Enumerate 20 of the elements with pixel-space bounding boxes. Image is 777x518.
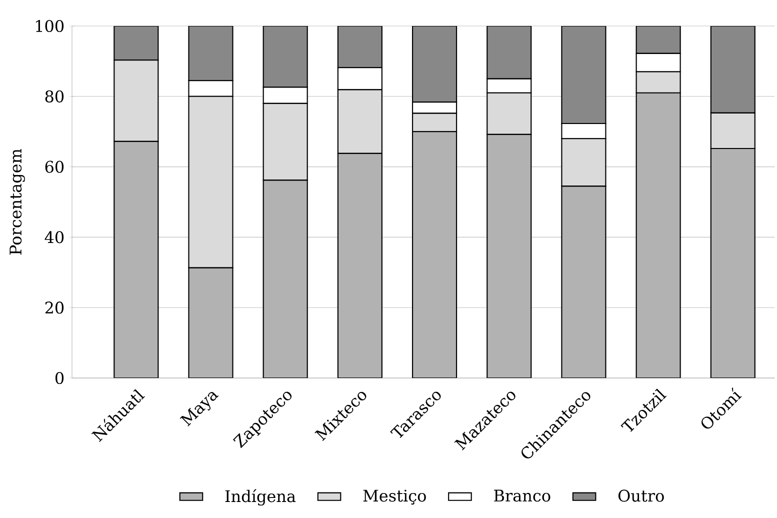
y-axis-title: Porcentagem — [10, 148, 25, 255]
bar — [486, 26, 532, 80]
y-tick-label: 20 — [45, 302, 64, 314]
bar — [114, 26, 159, 61]
bar — [188, 26, 234, 82]
legend-label: Branco — [494, 490, 550, 502]
y-tick-label: 0 — [55, 372, 64, 384]
bar — [636, 26, 681, 54]
legend-label: Outro — [618, 490, 664, 502]
bar — [337, 26, 382, 68]
y-tick-label: 80 — [45, 90, 64, 102]
legend-label: Indígena — [225, 489, 296, 506]
y-tick-label: 100 — [36, 20, 64, 32]
bar — [262, 26, 308, 88]
bar — [412, 26, 458, 103]
y-tick-label: 60 — [45, 160, 64, 173]
bar — [710, 26, 756, 114]
bar — [561, 26, 606, 124]
legend-label: Mestiço — [363, 490, 426, 505]
y-tick-label: 40 — [44, 231, 64, 244]
